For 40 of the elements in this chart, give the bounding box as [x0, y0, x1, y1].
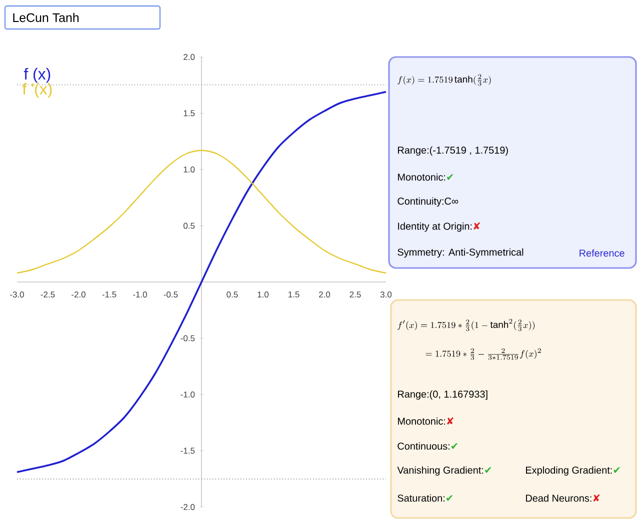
x-tick-label: 1.5 [288, 292, 300, 298]
x-tick-label: 3.0 [380, 292, 392, 298]
text: f (x) [24, 68, 50, 83]
text: Continuity:C∞ [398, 197, 458, 207]
x-tick-label: 1.0 [258, 292, 269, 298]
x-tick-label: 2.0 [319, 292, 330, 298]
x-tick-label: -1.5 [102, 292, 116, 298]
line-series [16, 150, 387, 274]
x-tick-label: -2.5 [40, 292, 55, 298]
x-tick-label: -2.0 [72, 292, 86, 298]
text: Monotonic:✘ [398, 417, 454, 425]
y-tick-label: 0.5 [184, 222, 195, 229]
y-tick-label: 1.5 [184, 110, 195, 116]
text: Symmetry: Anti-Symmetrical [398, 248, 524, 258]
y-tick-label: -2.0 [180, 504, 195, 510]
text: $f'(x) = 1.7519 * \frac{2}{3}(1-\tanh^2(\frac{2}{3}x))$ [398, 318, 535, 332]
y-tick-label: -1.0 [180, 392, 195, 398]
text: Dead Neurons:✘ [526, 494, 600, 502]
x-tick-label: -3.0 [10, 292, 24, 298]
text: Monotonic:✔ [398, 173, 454, 181]
text: Range:(-1.7519 , 1.7519) [398, 146, 508, 156]
y-tick-label: -1.5 [180, 448, 195, 454]
text: Exploding Gradient:✔ [526, 466, 620, 476]
y-tick-label: -0.5 [180, 335, 195, 342]
text: LeCun Tanh [13, 12, 79, 22]
text: Range:(0, 1.167933] [398, 390, 488, 400]
y-tick-label: 1.0 [184, 166, 195, 172]
text: Saturation:✔ [398, 494, 453, 502]
x-tick-label: 0.5 [226, 292, 238, 298]
text: Identity at Origin:✘ [398, 222, 480, 232]
text: Vanishing Gradient:✔ [397, 466, 492, 476]
text: f '(x) [22, 82, 52, 98]
text: Reference [580, 249, 624, 257]
x-tick-label: -1.0 [133, 292, 147, 298]
text: $= 1.7519 * \frac{2}{3} - \frac{2}{3 * 1.7519}f(x)^2$ [426, 348, 541, 360]
x-tick-label: 2.5 [350, 292, 361, 298]
text: Continuous:✔ [398, 442, 458, 450]
y-tick-label: 2.0 [184, 54, 195, 60]
x-tick-label: -0.5 [164, 292, 178, 298]
text: $f(x) = 1.7519\tanh(\frac{2}{3}x)$ [398, 74, 491, 86]
